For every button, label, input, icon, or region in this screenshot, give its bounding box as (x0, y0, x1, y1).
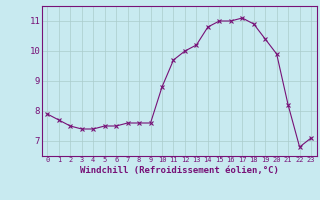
X-axis label: Windchill (Refroidissement éolien,°C): Windchill (Refroidissement éolien,°C) (80, 166, 279, 175)
